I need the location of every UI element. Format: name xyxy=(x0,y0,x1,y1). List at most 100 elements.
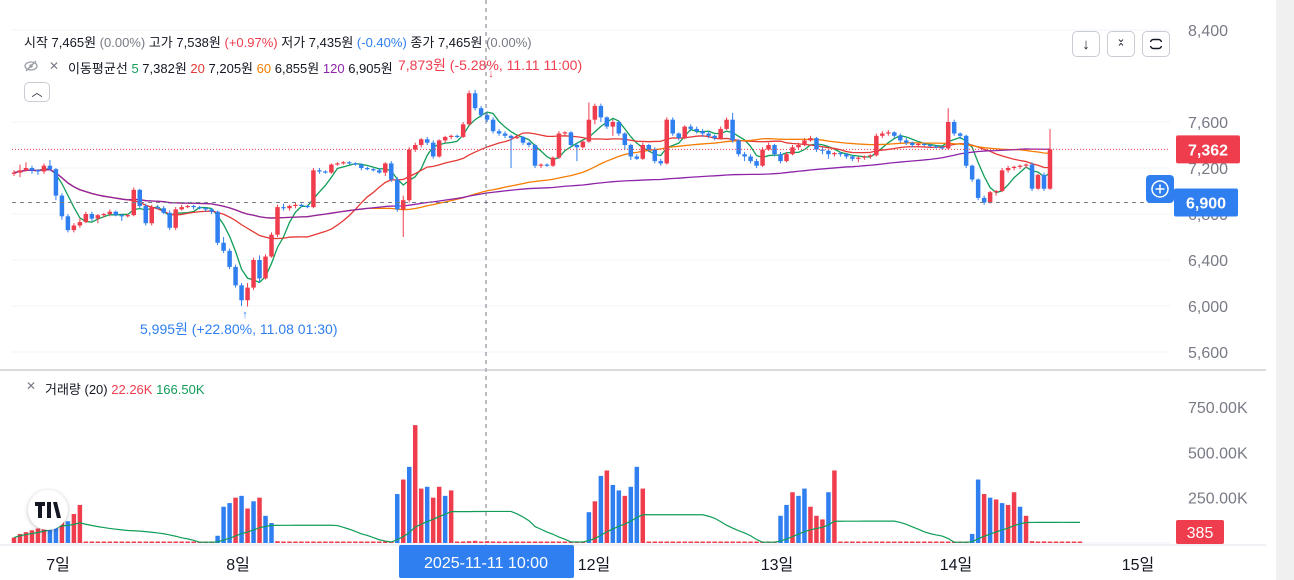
axes: 8,4007,6007,2006,8006,4006,0005,600750.0… xyxy=(0,23,1266,578)
candle-body xyxy=(502,133,508,136)
volume-bar xyxy=(1029,541,1035,543)
volume-value-1: 22.26K xyxy=(111,382,153,397)
volume-bar xyxy=(850,541,855,543)
volume-bar xyxy=(395,494,400,543)
volume-bar xyxy=(910,541,915,543)
volume-bar xyxy=(460,541,466,543)
candle-body xyxy=(1041,174,1047,189)
ma-legend: 이동평균선 5 7,382원 20 7,205원 60 6,855원 120 6… xyxy=(68,58,393,77)
candle-body xyxy=(748,156,753,162)
volume-bar xyxy=(664,541,669,543)
volume-bar xyxy=(17,533,23,543)
candle-body xyxy=(1011,166,1017,169)
candle-body xyxy=(580,141,586,148)
volume-bar xyxy=(1047,541,1053,543)
volume-bar xyxy=(472,540,478,543)
volume-bar xyxy=(820,519,825,543)
volume-bar xyxy=(191,541,196,543)
volume-ma-line xyxy=(13,510,1080,543)
volume-bar xyxy=(263,515,268,543)
volume-bar xyxy=(275,541,280,543)
high-annotation: 7,873원 (-5.28%, 11.11 11:00) xyxy=(398,57,583,73)
candle-body xyxy=(880,133,885,136)
candle-body xyxy=(89,214,95,219)
candle-body xyxy=(293,204,298,206)
candle-body xyxy=(1035,174,1041,189)
time-tick-label: 12일 xyxy=(578,556,611,574)
close-icon[interactable]: ✕ xyxy=(48,59,60,73)
ma60-value: 6,855원 xyxy=(274,61,320,76)
plus-circle-icon[interactable] xyxy=(1146,175,1174,203)
volume-badge xyxy=(1176,520,1224,544)
volume-bar xyxy=(466,541,472,543)
arrow-down-icon[interactable]: ↓ xyxy=(1072,31,1100,57)
candle-body xyxy=(844,154,849,157)
candle-body xyxy=(454,135,460,137)
candle-body xyxy=(508,135,514,139)
volume-bar xyxy=(383,541,388,543)
volume-bar xyxy=(484,541,490,543)
volume-bar xyxy=(365,541,370,543)
volume-bar xyxy=(832,470,837,543)
volume-bar xyxy=(179,541,184,543)
volume-bar xyxy=(101,541,107,543)
low-value: 7,435원 xyxy=(308,35,354,50)
candle-body xyxy=(592,105,598,120)
volume-bar xyxy=(981,494,987,543)
candle-body xyxy=(862,156,867,158)
candle-body xyxy=(245,287,250,301)
volume-bar xyxy=(682,541,687,543)
candle-body xyxy=(460,124,466,137)
volume-bar xyxy=(921,541,927,543)
volume-bar xyxy=(754,541,759,543)
volume-bar xyxy=(586,512,592,543)
candle-body xyxy=(969,165,975,180)
volume-bar xyxy=(502,541,508,543)
candle-body xyxy=(317,170,322,172)
candle-body xyxy=(179,207,184,210)
candle-body xyxy=(71,225,77,231)
candle-body xyxy=(365,168,370,170)
volume-bar xyxy=(311,541,316,543)
volume-bar xyxy=(377,541,382,543)
volume-bar xyxy=(119,541,125,543)
price-badge-label: 7,362 xyxy=(1188,142,1228,159)
collapse-arrows-icon[interactable]: ⌄ ⌃ xyxy=(1107,31,1135,57)
volume-bar xyxy=(167,541,172,543)
volume-bar xyxy=(520,541,526,543)
close-value: 7,465원 xyxy=(437,35,483,50)
candle-body xyxy=(137,189,143,206)
ma120-value: 6,905원 xyxy=(348,61,393,76)
volume-bar xyxy=(149,541,154,543)
candle-body xyxy=(520,136,526,143)
volume-bar xyxy=(287,541,292,543)
scrollbar[interactable] xyxy=(1276,0,1294,580)
tradingview-logo[interactable] xyxy=(28,490,68,530)
candle-body xyxy=(155,207,160,209)
volume-tick-label: 500.00K xyxy=(1188,445,1248,462)
candle-body xyxy=(664,119,669,164)
volume-close-icon[interactable]: ✕ xyxy=(25,379,37,393)
candle-body xyxy=(981,197,987,203)
volume-tick-label: 750.00K xyxy=(1188,400,1248,417)
candle-body xyxy=(119,215,125,217)
chevron-up-icon[interactable]: ︿ xyxy=(24,82,50,102)
candle-body xyxy=(448,135,454,137)
eye-slash-icon[interactable] xyxy=(22,57,40,75)
candle-body xyxy=(987,192,993,203)
volume-bar xyxy=(987,497,993,543)
volume-bar xyxy=(53,515,59,543)
candle-body xyxy=(113,211,119,216)
candle-body xyxy=(939,147,945,149)
close-pct: (0.00%) xyxy=(486,35,532,50)
refresh-icon[interactable] xyxy=(1142,31,1170,57)
candle-body xyxy=(257,260,262,279)
candle-body xyxy=(975,179,981,198)
volume-bar xyxy=(999,503,1005,543)
candle-body xyxy=(898,135,903,141)
open-label: 시작 xyxy=(24,35,48,50)
candle-body xyxy=(736,140,741,155)
ma20-period: 20 xyxy=(190,61,205,76)
volume-bar xyxy=(341,541,346,543)
